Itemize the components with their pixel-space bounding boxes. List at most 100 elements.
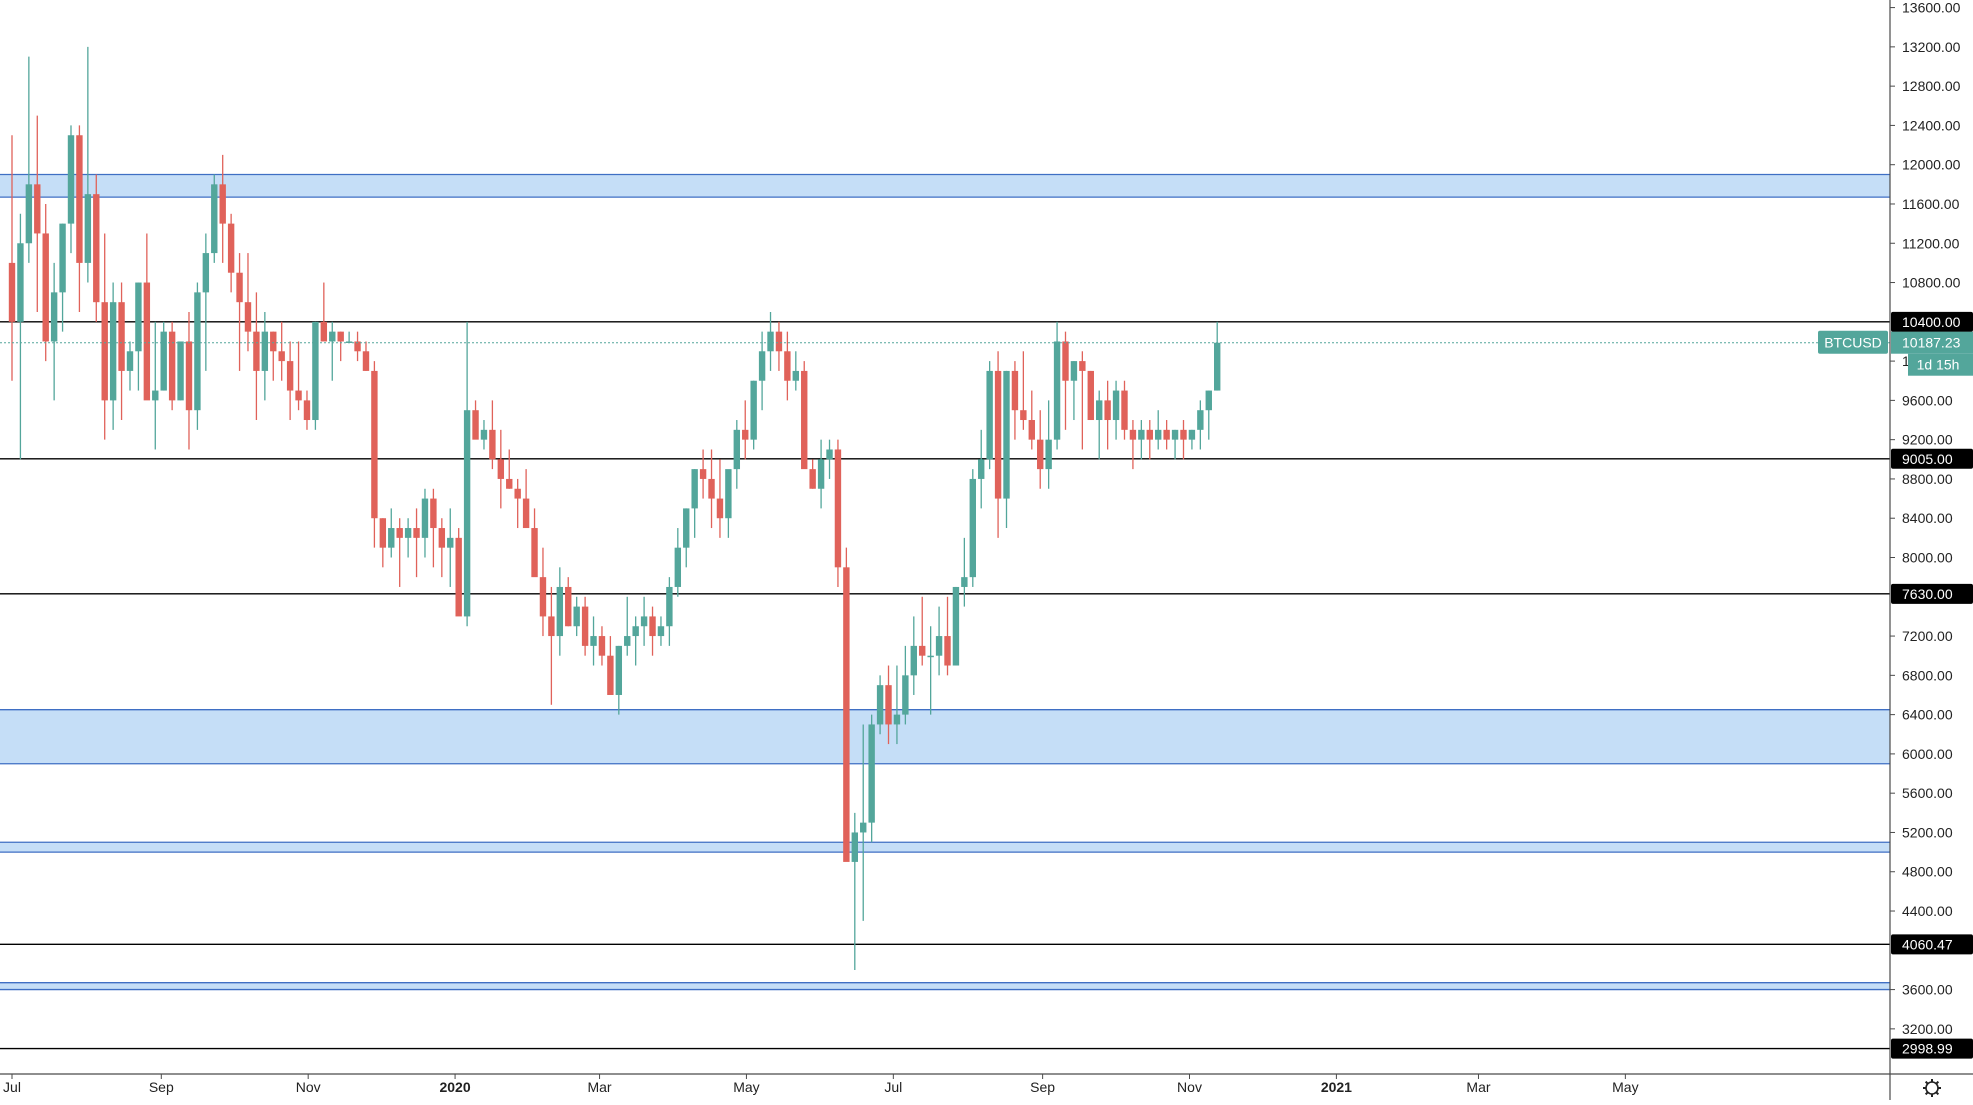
candle-body [1011,370,1019,411]
price-tick-label: 13600.00 [1902,0,1961,16]
candle [109,282,117,430]
level-label-box [1891,583,1973,604]
candle [1020,351,1027,430]
time-axis-background [0,1074,1973,1100]
candle-body [1062,341,1069,381]
candle [185,312,193,450]
candle [994,351,1002,538]
candle-body [573,606,580,627]
candle-body [1028,420,1035,440]
level-label-text: 4060.47 [1902,936,1953,952]
candle-body [902,675,909,715]
candle [809,459,816,489]
price-tick-label: 7200.00 [1902,628,1953,644]
candle [244,253,252,352]
candle-body [683,508,690,548]
candle [699,449,707,499]
gear-tooth [1924,1080,1929,1085]
candle-body [935,636,943,656]
candle [978,429,985,509]
candle [25,56,33,263]
price-tick-label: 10800.00 [1902,275,1961,291]
candle-body [581,606,589,646]
candle [202,233,210,371]
candle-body [522,498,530,529]
candle-body [143,282,151,401]
candle [227,213,235,293]
candle-body [34,184,41,234]
gear-icon[interactable] [1923,1079,1941,1097]
candle-body [1180,429,1187,440]
candle-body [1053,341,1061,440]
candle [329,321,336,381]
candle-body [1146,429,1153,440]
candle [674,528,682,597]
candle-body [362,351,370,371]
candle-body [244,302,252,332]
candle-body [1188,429,1196,440]
candle [253,292,260,421]
candle-body [506,478,513,489]
candle-body [1171,429,1179,440]
candle [733,420,741,489]
candle-body [514,488,521,499]
candle-body [809,469,816,489]
price-tick-label: 12000.00 [1902,157,1961,173]
candle [961,537,968,607]
candle-body [539,577,547,617]
candle [986,361,993,470]
candle-body [489,429,496,460]
candle-body [67,135,75,224]
candle-body [994,370,1002,499]
candle [1070,361,1078,421]
candle [817,439,825,509]
candle-body [438,528,446,548]
candle [767,312,774,371]
candle [1121,380,1128,440]
candle [42,203,49,362]
candle-body [750,380,757,440]
candle-body [1138,429,1145,440]
candle [93,174,100,322]
candle [556,567,564,656]
candle [472,400,479,440]
candle-body [219,184,226,224]
candle [34,115,41,312]
time-tick-label: Sep [149,1079,174,1095]
last-price-value-text: 10187.23 [1902,335,1961,351]
candle-body [202,253,210,293]
candle-body [978,459,985,479]
candle [935,606,943,676]
candle [691,469,698,538]
candle-body [801,370,808,470]
price-tick-label: 4800.00 [1902,864,1953,880]
candle [337,331,344,362]
candle [371,361,378,548]
candle-body [952,586,960,666]
price-tick-label: 4400.00 [1902,903,1953,919]
candle-body [312,321,319,421]
gear-tooth [1924,1091,1929,1096]
candle-body [691,469,698,509]
candle [278,321,285,381]
candle [1180,420,1187,460]
price-tick-label: 12800.00 [1902,78,1961,94]
candle-body [126,351,134,371]
candle [1171,429,1179,460]
candle-body [1045,439,1052,470]
candle-body [868,724,875,823]
candle [236,253,243,371]
candle-body [8,262,16,322]
time-tick-label: Jul [884,1079,902,1095]
candle-body [1037,439,1044,470]
last-price-label: BTCUSD 10187.23 1d 15h [1818,330,1973,376]
level-label-text: 10400.00 [1902,314,1961,330]
candle [683,508,690,568]
time-tick-label: 2021 [1321,1079,1352,1095]
candle [792,351,800,391]
candle [67,125,75,254]
candle-body [1163,429,1170,440]
price-tick-label: 11600.00 [1902,196,1960,212]
